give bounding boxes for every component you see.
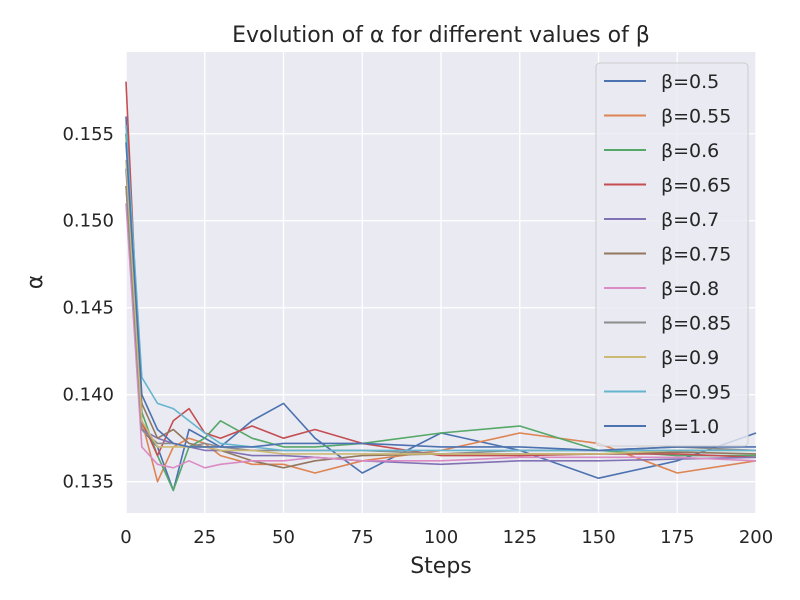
legend-label: β=0.5 [661,71,719,93]
legend-label: β=0.9 [661,347,719,369]
y-tick-label: 0.155 [62,124,114,145]
legend-label: β=0.6 [661,140,719,162]
series-line-0 [125,116,757,492]
legend-label: β=0.95 [661,382,731,404]
chart-title: Evolution of α for different values of β [232,23,650,48]
tick-layer: 0 25 50 75 100 125 150 175 200 0.135 0.140 0.145 0.1… [62,124,773,548]
series-line-3 [125,81,757,459]
legend-label: β=0.55 [661,106,731,128]
y-axis-label: α [23,275,48,290]
x-axis-label: Steps [410,554,472,579]
legend-items: β=0.5 β=0.55 β=0.6 β=0.65 β=0.7 β=0.75 β=0.8 β=… [604,71,731,438]
x-tick-label: 100 [424,527,458,548]
x-tick-label: 50 [272,527,295,548]
series-layer [125,81,757,492]
series-line-6 [125,203,757,469]
y-tick-label: 0.135 [62,472,114,493]
x-tick-label: 200 [739,527,773,548]
legend-label: β=0.85 [661,313,731,335]
legend-label: β=1.0 [661,416,719,438]
legend-label: β=0.65 [661,175,731,197]
x-tick-label: 25 [193,527,216,548]
y-tick-label: 0.150 [62,211,114,232]
series-line-8 [125,159,756,455]
y-tick-label: 0.145 [62,298,114,319]
x-tick-label: 0 [120,527,131,548]
x-tick-label: 75 [351,527,374,548]
legend-box [595,62,749,447]
legend: β=0.5 β=0.55 β=0.6 β=0.65 β=0.7 β=0.75 β=0.8 β=… [595,62,749,447]
x-tick-label: 175 [660,527,694,548]
legend-label: β=0.8 [661,278,719,300]
y-tick-label: 0.140 [62,385,114,406]
legend-label: β=0.7 [661,209,719,231]
series-line-10 [125,142,756,452]
series-line-2 [125,133,756,492]
series-line-9 [125,125,756,452]
series-line-4 [125,168,757,466]
x-tick-label: 150 [581,527,615,548]
x-tick-label: 125 [503,527,537,548]
legend-label: β=0.75 [661,244,731,266]
